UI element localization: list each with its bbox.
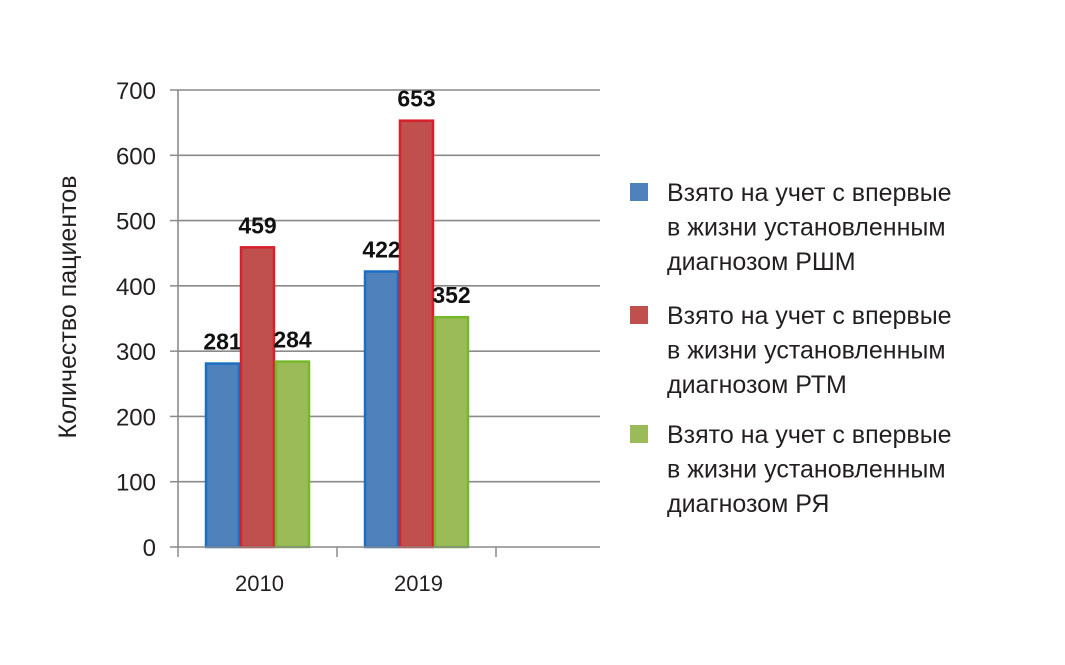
data-label: 281 [203, 329, 242, 355]
bar [204, 362, 241, 549]
legend-label: диагнозом РТМ [667, 371, 847, 399]
legend-swatch [630, 306, 648, 324]
y-tick-label: 200 [116, 404, 156, 431]
x-axis-ticks: 2010 2019 [235, 571, 443, 596]
legend-label: в жизни установленным [667, 337, 946, 365]
legend-label: Взято на учет с впервые [667, 302, 952, 330]
y-tick-label: 600 [116, 143, 156, 170]
y-tick-label: 300 [116, 339, 156, 366]
y-tick-label: 400 [116, 274, 156, 301]
legend-label: Взято на учет с впервые [667, 421, 952, 449]
bar [274, 360, 311, 549]
legend-swatch [630, 425, 648, 443]
data-label: 352 [432, 282, 470, 308]
x-tick-label: 2010 [235, 571, 284, 596]
legend-label: в жизни установленным [667, 214, 946, 242]
legend-swatch [630, 183, 648, 201]
axes [177, 90, 600, 557]
data-label: 422 [362, 236, 400, 262]
bar [433, 315, 470, 549]
legend-item: Взято на учет с впервые в жизни установле… [630, 421, 952, 518]
y-tick-label: 500 [116, 209, 156, 236]
y-tick-label: 100 [116, 470, 156, 497]
y-tick-label: 0 [143, 535, 156, 562]
x-tick-label: 2019 [394, 571, 443, 596]
y-axis-ticks: 0 100 200 300 400 500 600 700 [116, 78, 178, 562]
data-label: 459 [238, 212, 276, 238]
bar [398, 119, 435, 549]
legend-item: Взято на учет с впервые в жизни установле… [630, 179, 952, 276]
legend-label: Взято на учет с впервые [667, 179, 952, 207]
bar [239, 246, 276, 549]
data-label: 284 [273, 327, 312, 353]
bars: 281 459 284 422 653 352 [203, 86, 471, 549]
y-tick-label: 700 [116, 78, 156, 105]
legend: Взято на учет с впервые в жизни установле… [630, 179, 952, 518]
data-label: 653 [397, 86, 435, 112]
legend-label: диагнозом РЯ [667, 490, 829, 518]
bar [363, 270, 400, 549]
legend-label: диагнозом РШМ [667, 248, 856, 276]
legend-label: в жизни установленным [667, 456, 946, 484]
y-axis-label: Количество пациентов [54, 176, 82, 439]
legend-item: Взято на учет с впервые в жизни установле… [630, 302, 952, 399]
